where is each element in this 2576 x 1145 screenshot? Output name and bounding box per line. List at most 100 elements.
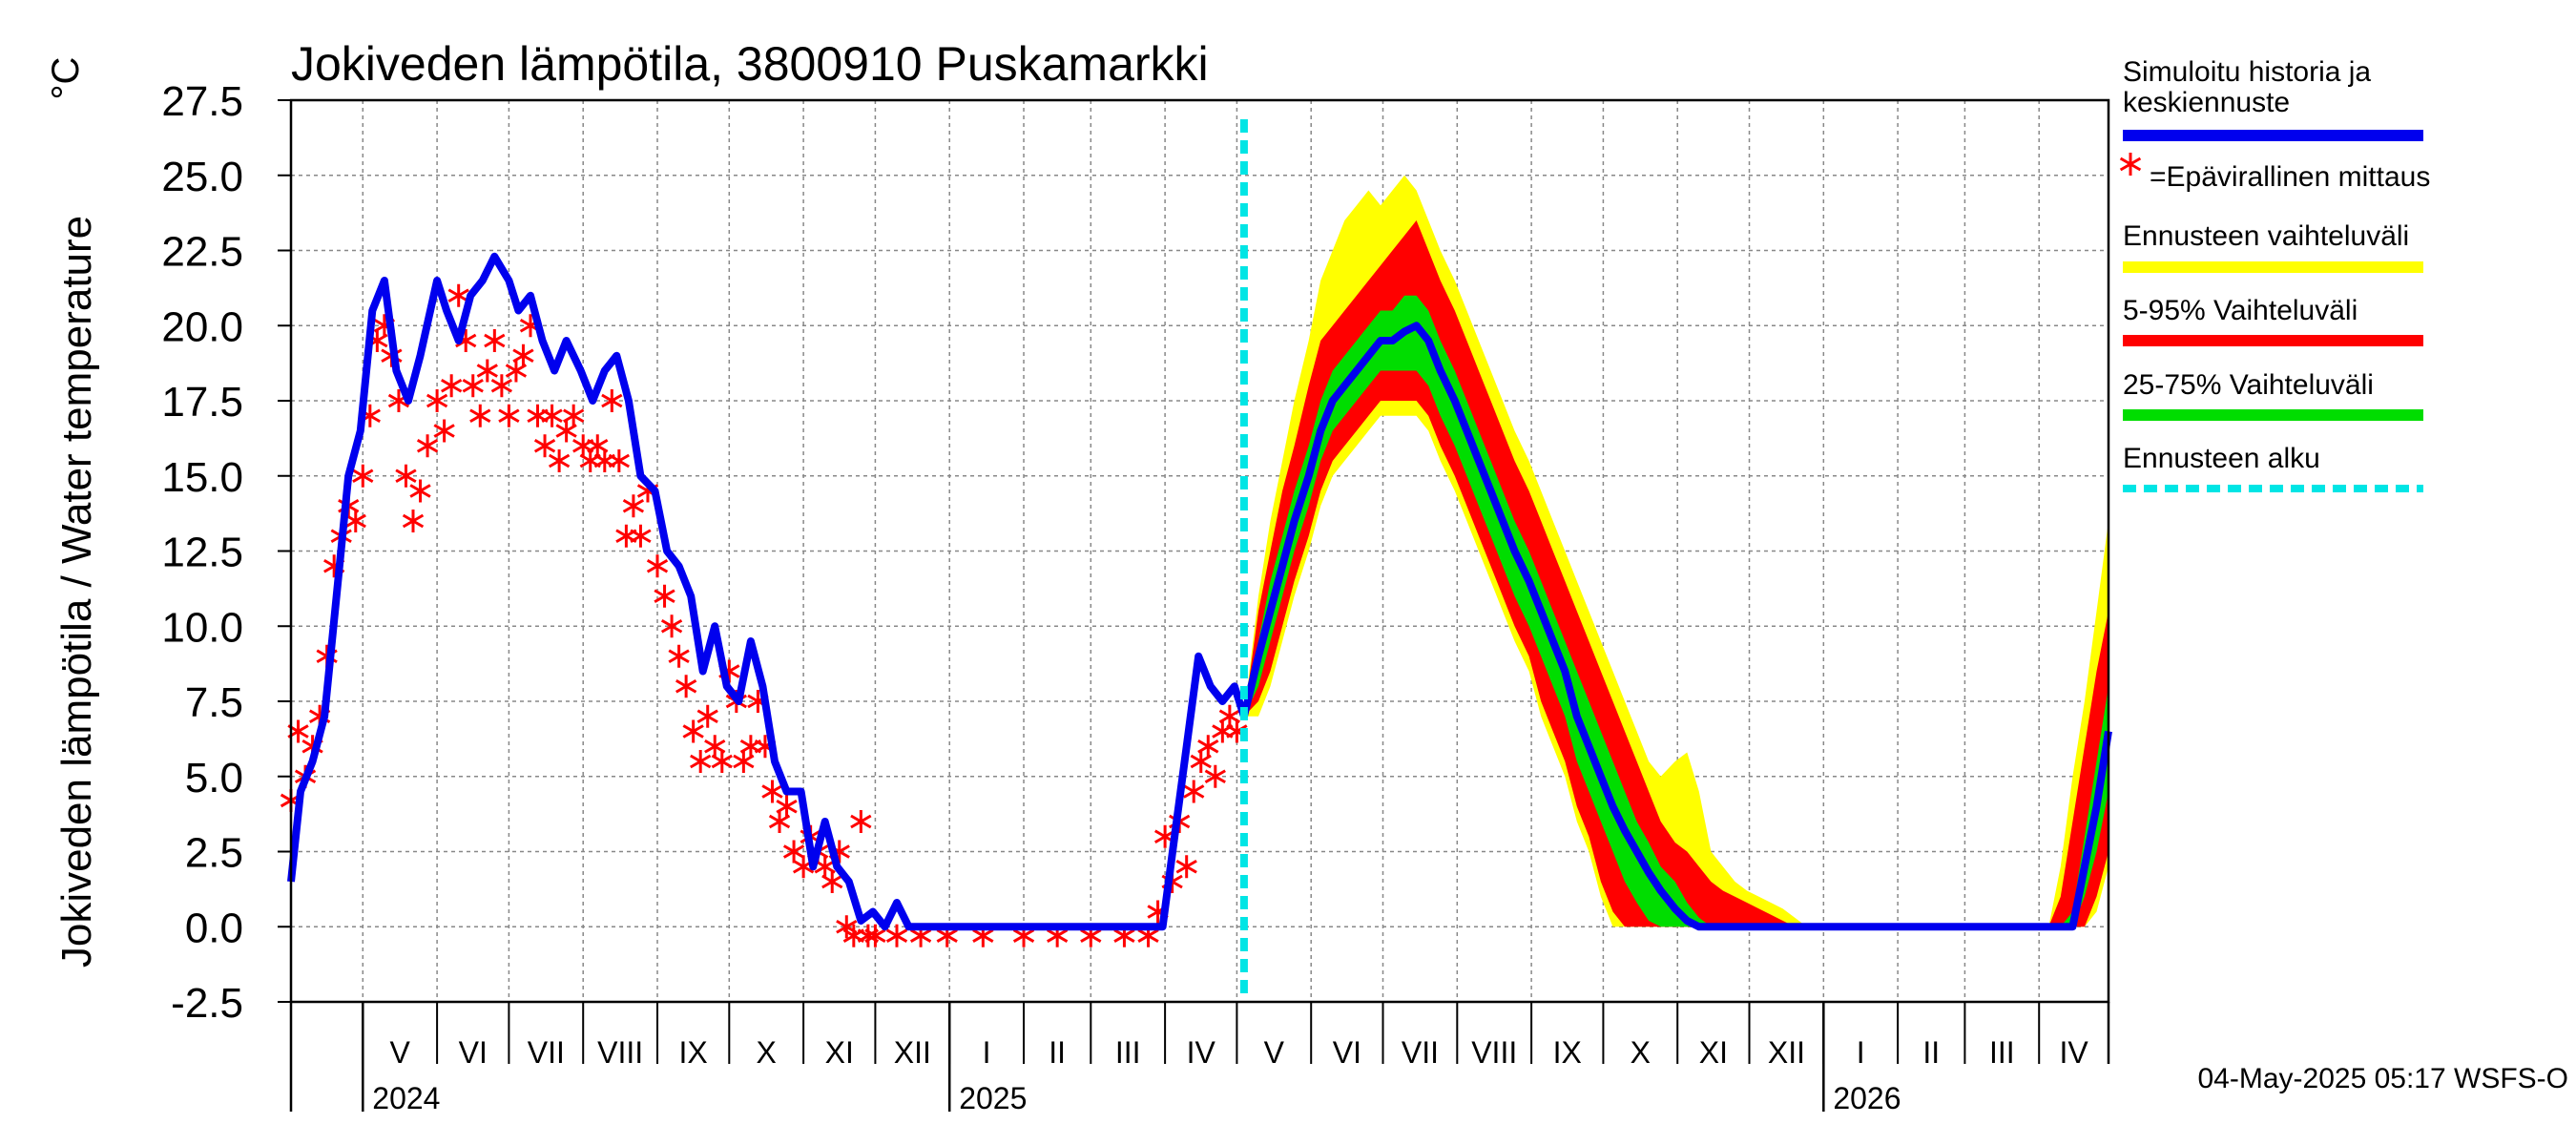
observation-marker xyxy=(601,389,623,412)
chart-title: Jokiveden lämpötila, 3800910 Puskamarkki xyxy=(291,37,1209,91)
observation-marker xyxy=(654,584,675,608)
observation-marker xyxy=(696,704,718,728)
observation-marker xyxy=(850,810,872,833)
legend-label: Ennusteen vaihteluväli xyxy=(2123,220,2409,252)
simulated-line xyxy=(287,252,2112,931)
observation-marker xyxy=(433,419,455,443)
y-tick-label: 7.5 xyxy=(185,679,243,726)
month-label: XI xyxy=(825,1035,854,1070)
y-tick-label: 2.5 xyxy=(185,830,243,877)
month-label: X xyxy=(1631,1035,1651,1070)
observation-marker xyxy=(441,374,463,398)
month-label: VII xyxy=(1402,1035,1439,1070)
observation-marker xyxy=(675,675,697,698)
observation-marker xyxy=(484,329,506,352)
y-tick-label: 17.5 xyxy=(161,379,243,426)
observation-marker xyxy=(660,614,683,638)
observation-marker xyxy=(426,389,448,412)
y-tick-label: 25.0 xyxy=(161,154,243,200)
y-tick-label: 20.0 xyxy=(161,303,243,350)
month-label: V xyxy=(1264,1035,1285,1070)
observation-marker xyxy=(409,479,431,503)
legend-label: 5-95% Vaihteluväli xyxy=(2123,295,2358,326)
month-label: VI xyxy=(1333,1035,1361,1070)
month-label: VII xyxy=(528,1035,565,1070)
legend-label: 25-75% Vaihteluväli xyxy=(2123,369,2374,401)
observation-marker xyxy=(352,464,374,488)
observation-marker xyxy=(646,554,669,578)
observation-marker xyxy=(776,795,798,819)
year-label: 2024 xyxy=(372,1081,440,1115)
observation-marker xyxy=(490,374,513,398)
month-label: IV xyxy=(1187,1035,1216,1070)
y-tick-label: 10.0 xyxy=(161,604,243,651)
observation-marker xyxy=(821,870,843,893)
y-tick-label: 15.0 xyxy=(161,454,243,501)
observation-marker xyxy=(563,404,585,427)
observation-marker xyxy=(541,404,563,427)
observation-marker xyxy=(469,404,491,427)
month-label: XI xyxy=(1699,1035,1728,1070)
observation-marker xyxy=(512,344,534,367)
y-tick-label: 27.5 xyxy=(161,78,243,125)
observation-marker xyxy=(498,404,520,427)
legend-label: =Epävirallinen mittaus xyxy=(2150,161,2430,193)
observation-marker xyxy=(548,449,571,472)
month-label: III xyxy=(1989,1035,2015,1070)
month-label: I xyxy=(1857,1035,1865,1070)
legend-label: Ennusteen alku xyxy=(2123,443,2320,474)
unit-label: °C xyxy=(45,57,87,100)
y-tick-label: 12.5 xyxy=(161,530,243,576)
y-tick-label: -2.5 xyxy=(171,980,243,1027)
observation-marker xyxy=(885,924,908,947)
band-25-75 xyxy=(1243,295,2109,927)
observation-marker xyxy=(402,510,425,532)
month-label: IX xyxy=(1553,1035,1582,1070)
observation-marker xyxy=(630,524,652,548)
year-label: 2025 xyxy=(959,1081,1027,1115)
observation-marker xyxy=(782,840,805,864)
month-label: V xyxy=(390,1035,411,1070)
observation-marker xyxy=(1204,764,1226,788)
observation-marker xyxy=(1183,780,1205,803)
month-label: I xyxy=(983,1035,991,1070)
y-tick-label: 22.5 xyxy=(161,229,243,276)
y-tick-label: 0.0 xyxy=(185,905,243,951)
month-label: XII xyxy=(1768,1035,1805,1070)
observation-marker xyxy=(447,283,469,307)
month-label: IV xyxy=(2059,1035,2088,1070)
observation-marker xyxy=(622,494,645,518)
observation-marker xyxy=(864,924,886,947)
month-label: VIII xyxy=(597,1035,643,1070)
plot-area: 27.5 25.0 22.5 20.0 17.5 15.0 12.5 10.0 7.5 5.0 2.… xyxy=(161,78,2112,1115)
observation-marker xyxy=(344,510,366,532)
month-label: X xyxy=(757,1035,777,1070)
observation-marker xyxy=(682,719,704,743)
month-label: VI xyxy=(459,1035,488,1070)
y-tick-label: 5.0 xyxy=(185,755,243,802)
month-label: II xyxy=(1922,1035,1940,1070)
observation-marker xyxy=(711,750,733,773)
observation-marker xyxy=(690,750,712,773)
observation-marker xyxy=(395,464,417,488)
legend-star-icon xyxy=(2119,153,2142,176)
observation-marker xyxy=(1197,735,1219,759)
month-label: XII xyxy=(894,1035,931,1070)
legend-label: keskiennuste xyxy=(2123,87,2290,118)
legend-label: Simuloitu historia ja xyxy=(2123,56,2371,88)
observation-marker xyxy=(476,359,498,383)
observation-marker xyxy=(462,374,484,398)
year-label: 2026 xyxy=(1833,1081,1901,1115)
y-axis-label: Jokiveden lämpötila / Water temperature xyxy=(53,216,100,968)
observation-marker xyxy=(533,434,556,458)
observation-marker xyxy=(761,780,783,803)
plot-border xyxy=(289,98,2110,1004)
observation-marker xyxy=(668,644,690,668)
month-label: III xyxy=(1115,1035,1141,1070)
timestamp-footer: 04-May-2025 05:17 WSFS-O xyxy=(2198,1063,2569,1094)
observation-marker xyxy=(416,434,439,458)
observation-marker xyxy=(608,449,630,472)
month-label: VIII xyxy=(1471,1035,1517,1070)
